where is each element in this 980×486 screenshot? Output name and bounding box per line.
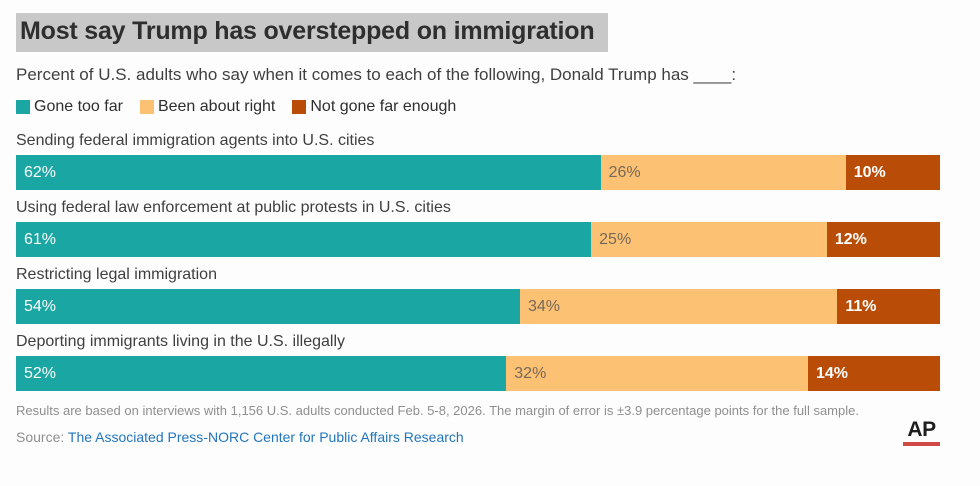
legend-label: Gone too far <box>34 98 123 115</box>
bar-value-label: 10% <box>853 163 886 181</box>
bar-category-label: Restricting legal immigration <box>16 266 217 283</box>
bar-row: Sending federal immigration agents into … <box>16 131 940 190</box>
bar-segment-been-about-right: 25% <box>591 222 827 257</box>
bar-segment-gone-too-far: 61% <box>16 222 592 257</box>
bar-value-label: 34% <box>528 297 561 315</box>
stacked-bar: 54% 34% 11% <box>16 289 940 324</box>
bar-segment-not-gone-far-enough: 12% <box>826 222 940 257</box>
bar-value-label: 54% <box>24 297 57 315</box>
bar-segment-not-gone-far-enough: 11% <box>837 289 940 324</box>
ap-logo-text: AP <box>907 418 936 441</box>
bar-value-label: 14% <box>816 364 849 382</box>
bar-category-label: Sending federal immigration agents into … <box>16 132 375 149</box>
bar-row: Using federal law enforcement at public … <box>16 198 940 257</box>
source-line: Source: The Associated Press-NORC Center… <box>16 429 940 445</box>
bar-row: Deporting immigrants living in the U.S. … <box>16 332 940 391</box>
legend-item-not-gone-far-enough: Not gone far enough <box>292 98 456 116</box>
bar-segment-been-about-right: 32% <box>506 356 808 391</box>
bar-value-label: 32% <box>514 364 547 382</box>
stacked-bar: 62% 26% 10% <box>16 155 940 190</box>
ap-logo-red-bar <box>903 442 940 446</box>
bar-segment-been-about-right: 34% <box>520 289 838 324</box>
legend-swatch-not-gone-far-enough <box>292 100 307 114</box>
bar-value-label: 52% <box>24 364 57 382</box>
bar-value-label: 61% <box>24 230 57 248</box>
legend-item-been-about-right: Been about right <box>139 98 276 116</box>
bar-segment-gone-too-far: 52% <box>16 356 507 391</box>
legend-label: Been about right <box>157 98 276 115</box>
bar-segment-been-about-right: 26% <box>600 155 846 190</box>
stacked-bar: 52% 32% 14% <box>16 356 940 391</box>
ap-logo: AP <box>903 419 940 446</box>
bar-category-label: Using federal law enforcement at public … <box>16 199 451 216</box>
legend-swatch-been-about-right <box>139 100 154 114</box>
bar-value-label: 11% <box>845 297 877 315</box>
bar-value-label: 62% <box>24 163 57 181</box>
footnote: Results are based on interviews with 1,1… <box>16 403 859 418</box>
chart-container: Most say Trump has overstepped on immigr… <box>16 13 940 445</box>
bar-segment-gone-too-far: 62% <box>16 155 601 190</box>
legend-item-gone-too-far: Gone too far <box>16 98 123 116</box>
legend-swatch-gone-too-far <box>16 100 30 114</box>
bar-value-label: 12% <box>834 230 867 248</box>
bar-segment-not-gone-far-enough: 14% <box>808 356 940 391</box>
legend: Gone too far Been about right Not gone far… <box>16 98 940 116</box>
bar-category-label: Deporting immigrants living in the U.S. … <box>16 333 346 350</box>
bar-value-label: 25% <box>599 230 632 248</box>
source-link[interactable]: The Associated Press-NORC Center for Pub… <box>67 428 464 445</box>
stacked-bar: 61% 25% 12% <box>16 222 940 257</box>
chart-subtitle: Percent of U.S. adults who say when it c… <box>16 65 737 84</box>
bar-rows: Sending federal immigration agents into … <box>16 131 940 391</box>
bar-row: Restricting legal immigration 54% 34% 11% <box>16 265 940 324</box>
bar-value-label: 26% <box>608 163 641 181</box>
chart-title: Most say Trump has overstepped on immigr… <box>16 13 609 52</box>
legend-label: Not gone far enough <box>310 98 457 115</box>
source-label: Source: <box>16 428 65 445</box>
bar-segment-gone-too-far: 54% <box>16 289 520 324</box>
bar-segment-not-gone-far-enough: 10% <box>845 155 940 190</box>
